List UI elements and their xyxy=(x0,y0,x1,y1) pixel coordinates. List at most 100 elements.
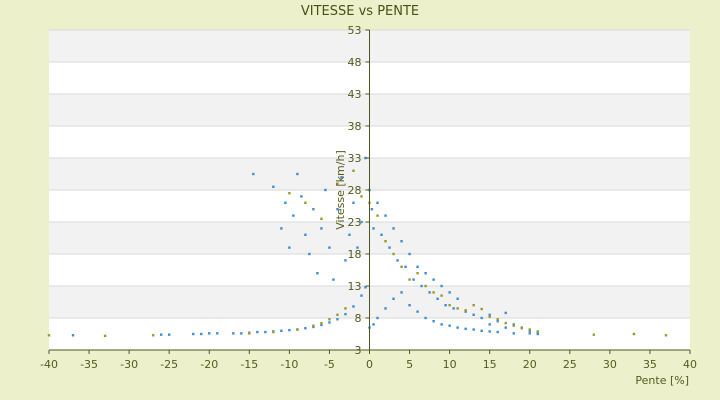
data-point xyxy=(316,272,319,275)
x-tick-label: -20 xyxy=(200,358,218,371)
data-point xyxy=(440,323,443,326)
data-point xyxy=(332,278,335,281)
data-point xyxy=(416,265,419,268)
data-point xyxy=(536,332,539,336)
data-point xyxy=(632,332,636,336)
data-point xyxy=(456,326,459,329)
data-point xyxy=(376,214,379,217)
data-point xyxy=(528,332,531,335)
data-point xyxy=(336,182,339,185)
data-point xyxy=(300,195,303,198)
data-point xyxy=(296,172,299,176)
data-point xyxy=(408,278,411,281)
data-point xyxy=(336,313,339,316)
x-tick-label: -40 xyxy=(40,358,58,371)
data-point xyxy=(396,259,399,262)
data-point xyxy=(488,323,491,326)
data-point xyxy=(392,297,395,300)
data-point xyxy=(400,240,403,243)
data-point xyxy=(444,304,447,307)
data-point xyxy=(159,333,163,336)
data-point xyxy=(320,227,323,230)
x-tick-label: 0 xyxy=(366,358,373,371)
data-point xyxy=(480,329,483,332)
x-tick-label: 40 xyxy=(683,358,697,371)
x-tick-label: 15 xyxy=(483,358,497,371)
data-point xyxy=(400,265,403,268)
data-point xyxy=(360,220,363,224)
data-point xyxy=(436,297,439,300)
data-point xyxy=(448,324,451,327)
x-axis-title: Pente [%] xyxy=(635,374,689,387)
data-point xyxy=(400,291,403,294)
data-point xyxy=(288,328,291,332)
x-tick-label: -5 xyxy=(324,358,335,371)
data-point xyxy=(344,307,347,310)
data-point xyxy=(528,328,531,331)
data-point xyxy=(464,309,467,312)
data-point xyxy=(272,330,275,334)
y-tick-label: 23 xyxy=(348,216,362,229)
data-point xyxy=(240,332,243,335)
data-point xyxy=(592,333,596,336)
x-tick-label: -35 xyxy=(80,358,98,371)
data-point xyxy=(392,227,395,230)
x-tick-labels: -40 -35 -30 -25 -20 -15 -10 -5 0 5 10 15 20 25 30 35 40 xyxy=(40,358,697,371)
data-point xyxy=(404,265,407,268)
data-point xyxy=(416,272,419,275)
data-point xyxy=(472,313,475,316)
data-point xyxy=(292,214,295,217)
data-point xyxy=(324,188,327,192)
data-point xyxy=(424,272,427,275)
data-point xyxy=(360,294,363,297)
data-point xyxy=(208,332,211,335)
data-point xyxy=(340,176,343,179)
data-point xyxy=(280,227,283,230)
data-point xyxy=(248,332,251,335)
x-tick-label: -10 xyxy=(280,358,298,371)
data-points xyxy=(47,156,668,338)
y-tick-label: 43 xyxy=(348,88,362,101)
data-point xyxy=(376,201,379,204)
data-point xyxy=(328,246,331,249)
y-tick-label: 48 xyxy=(348,56,362,69)
data-point xyxy=(320,321,323,325)
data-point xyxy=(432,278,435,281)
data-point xyxy=(304,201,307,204)
data-point xyxy=(432,291,435,294)
data-point xyxy=(376,316,379,320)
data-point xyxy=(416,310,419,313)
data-point xyxy=(384,240,387,243)
data-point xyxy=(348,233,351,236)
data-point xyxy=(312,325,315,329)
data-point xyxy=(488,315,491,318)
data-point xyxy=(512,324,515,327)
data-point xyxy=(151,334,155,337)
data-point xyxy=(432,320,435,323)
data-point xyxy=(512,332,515,335)
data-point xyxy=(520,327,523,330)
data-point xyxy=(420,284,423,288)
data-point xyxy=(664,334,668,337)
data-point xyxy=(496,318,499,321)
data-point xyxy=(488,330,491,333)
data-point xyxy=(480,316,483,320)
data-point xyxy=(408,252,411,256)
data-point xyxy=(504,321,507,325)
y-tick-label: 28 xyxy=(348,184,362,197)
data-point xyxy=(232,332,235,335)
y-axis-title: Vitesse [km/h] xyxy=(334,150,347,230)
data-point xyxy=(336,318,339,321)
x-tick-label: 20 xyxy=(523,358,537,371)
data-point xyxy=(388,246,391,249)
x-tick-label: 30 xyxy=(603,358,617,371)
x-tick-label: -15 xyxy=(240,358,258,371)
x-tick-label: -25 xyxy=(160,358,178,371)
data-point xyxy=(456,297,459,300)
data-point xyxy=(312,208,315,211)
chart-title: VITESSE vs PENTE xyxy=(301,4,419,19)
data-point xyxy=(256,330,259,334)
data-point xyxy=(328,318,331,321)
